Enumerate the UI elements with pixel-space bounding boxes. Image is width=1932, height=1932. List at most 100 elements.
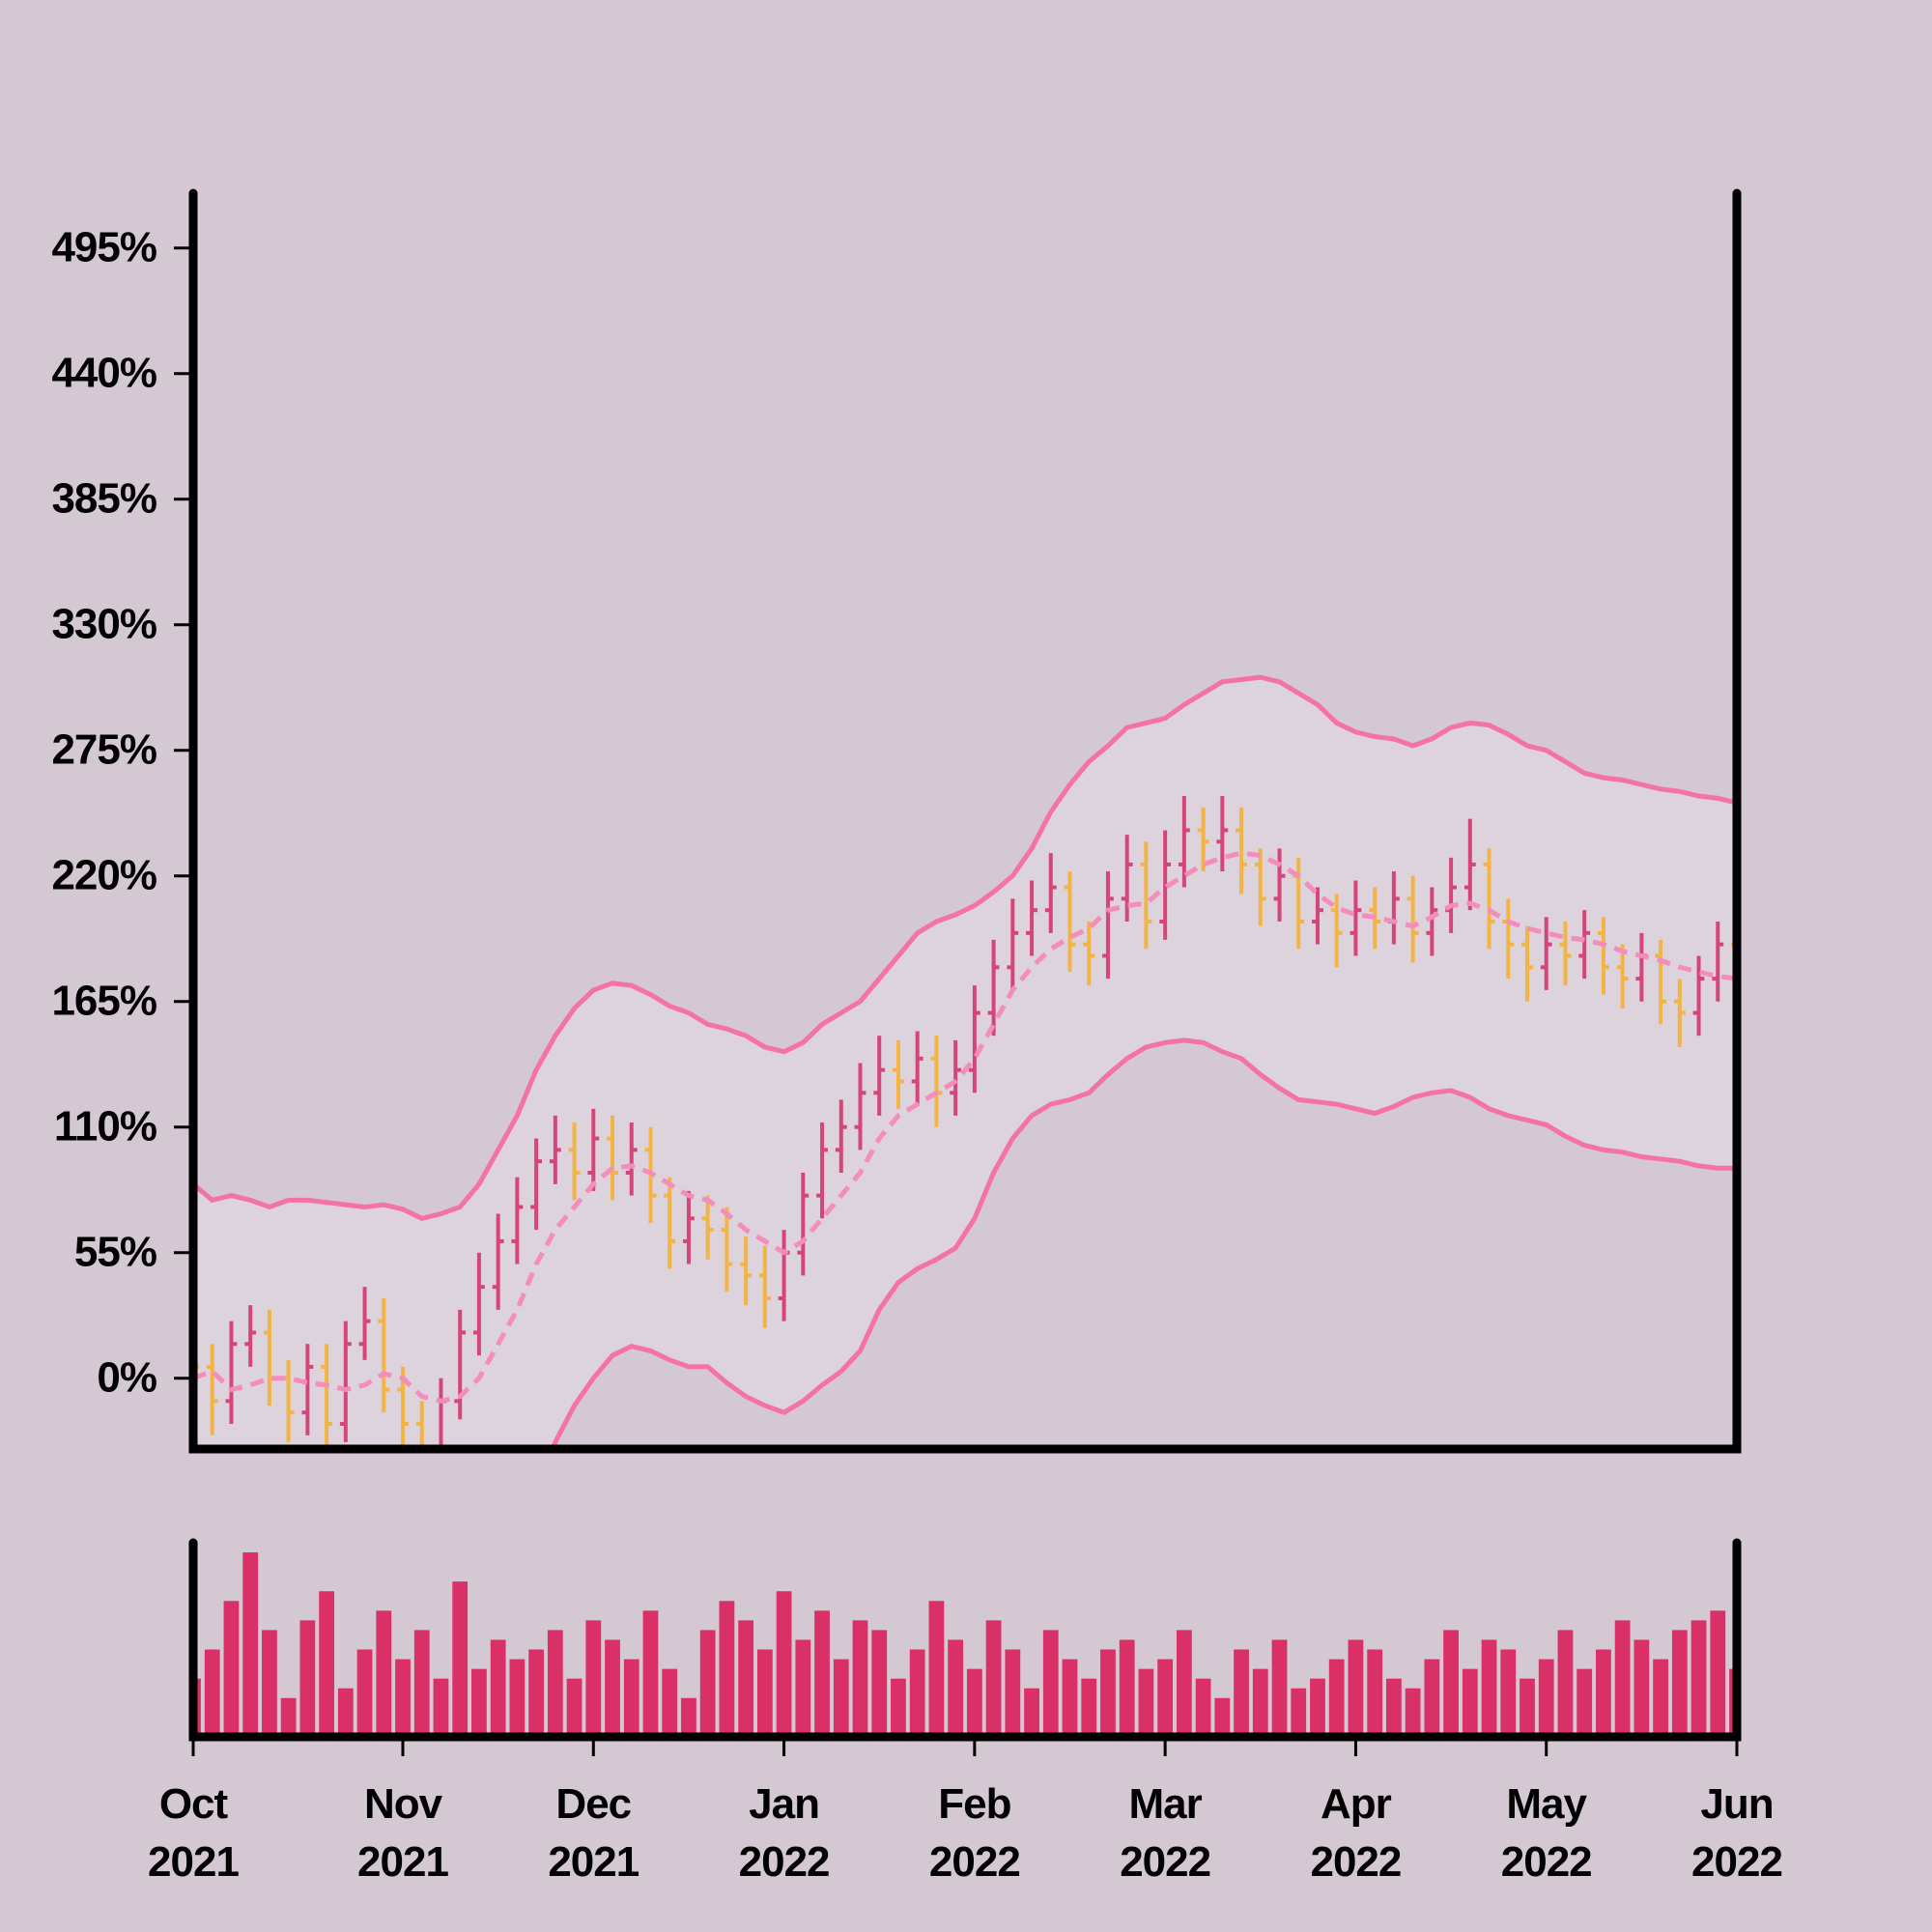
x-tick-label: Nov 2021 <box>357 1780 449 1886</box>
volume-bar <box>509 1659 526 1737</box>
volume-bar <box>1424 1659 1440 1737</box>
volume-bar <box>1234 1649 1249 1737</box>
volume-bar <box>204 1649 220 1737</box>
volume-bar <box>1385 1678 1402 1737</box>
volume-bar <box>1062 1659 1078 1737</box>
volume-bar <box>1348 1639 1364 1737</box>
volume-bar <box>1271 1639 1288 1737</box>
y-tick-label: 55% <box>74 1228 156 1275</box>
y-tick-label: 165% <box>51 977 156 1024</box>
volume-bar <box>1500 1649 1517 1737</box>
volume-bar <box>928 1601 945 1737</box>
volume-bar <box>756 1649 773 1737</box>
volume-bar <box>1634 1639 1650 1737</box>
volume-bar <box>1214 1697 1231 1737</box>
volume-bar <box>1577 1668 1593 1737</box>
x-tick-label: Mar 2022 <box>1120 1780 1211 1886</box>
volume-bar <box>681 1697 696 1737</box>
volume-bar <box>452 1581 469 1737</box>
volume-bar <box>1557 1630 1574 1737</box>
volume-bar <box>490 1639 506 1737</box>
volume-bar <box>1596 1649 1611 1737</box>
x-tick-label: Dec 2021 <box>548 1780 639 1886</box>
volume-bar <box>1176 1630 1192 1737</box>
x-tick-label: Feb 2022 <box>928 1780 1021 1886</box>
volume-bar <box>1024 1688 1039 1737</box>
volume-bar <box>719 1601 735 1737</box>
volume-bar <box>833 1659 849 1737</box>
volume-bar <box>1042 1630 1059 1737</box>
volume-bar <box>852 1620 868 1737</box>
y-tick-label: 440% <box>51 349 156 396</box>
volume-bar <box>1520 1678 1535 1737</box>
volume-bar <box>909 1649 925 1737</box>
volume-bar <box>1195 1678 1211 1737</box>
volume-bar <box>891 1678 906 1737</box>
volume-bar <box>605 1639 620 1737</box>
plot-area <box>193 674 1737 1449</box>
volume-bar <box>223 1601 240 1737</box>
x-tick-label: Oct 2021 <box>148 1780 240 1886</box>
volume-bar <box>1100 1649 1116 1737</box>
volume-bar <box>1653 1659 1668 1737</box>
volume-bar <box>1690 1620 1707 1737</box>
volume-bar <box>795 1639 811 1737</box>
volume-bar <box>1252 1668 1268 1737</box>
x-tick-label: Jan 2022 <box>738 1780 831 1886</box>
volume-bar <box>280 1697 297 1737</box>
volume-bar <box>699 1630 716 1737</box>
band-fill <box>193 677 1737 1449</box>
volume-bar <box>585 1620 602 1737</box>
volume-bar <box>1462 1668 1478 1737</box>
volume-bar <box>1671 1630 1688 1737</box>
y-tick-label: 385% <box>51 474 156 522</box>
volume-bar <box>262 1630 277 1737</box>
y-tick-label: 330% <box>51 600 156 647</box>
y-tick-label: 275% <box>51 725 156 773</box>
volume-bar <box>623 1659 639 1737</box>
volume-bar <box>197 1678 201 1737</box>
volume-frame <box>188 1538 1742 1742</box>
volume-bar <box>395 1659 411 1737</box>
volume-bar <box>1157 1659 1174 1737</box>
volume-bar <box>814 1610 830 1737</box>
volume-bar <box>966 1668 982 1737</box>
volume-bar <box>528 1649 545 1737</box>
axis-frame <box>188 188 1742 1454</box>
y-tick-label: 220% <box>51 851 156 898</box>
volume-bar <box>547 1630 563 1737</box>
volume-bar <box>871 1630 888 1737</box>
x-tick-label: Jun 2022 <box>1691 1780 1783 1886</box>
lower-band <box>550 1037 1737 1449</box>
volume-bar <box>376 1610 392 1737</box>
upper-band <box>193 674 1737 1221</box>
volume-bar <box>1081 1678 1097 1737</box>
middle-band <box>193 850 1737 1404</box>
volume-bar <box>1405 1688 1421 1737</box>
volume-bar <box>642 1610 659 1737</box>
axes: 0% 55% 110% 165% 220% 275% 330% 385% 440% 495% <box>51 188 1742 1756</box>
volume-bar <box>1614 1620 1631 1737</box>
x-tick-label: May 2022 <box>1500 1780 1593 1886</box>
volume-bar <box>413 1630 430 1737</box>
volume-bar <box>299 1620 316 1737</box>
volume-bar <box>337 1688 354 1737</box>
volume-bar <box>776 1591 792 1737</box>
volume-bar <box>433 1678 449 1737</box>
volume-bar <box>1310 1678 1325 1737</box>
volume-area <box>197 1552 1733 1737</box>
volume-bar <box>738 1620 754 1737</box>
volume-bar <box>985 1620 1002 1737</box>
volume-bar <box>319 1591 334 1737</box>
y-tick-label: 0% <box>97 1353 156 1401</box>
volume-bar <box>1538 1659 1554 1737</box>
volume-bar <box>1291 1688 1307 1737</box>
x-tick-label: Apr 2022 <box>1310 1780 1402 1886</box>
y-tick-label: 110% <box>54 1102 156 1150</box>
volume-bar <box>356 1649 373 1737</box>
volume-bar <box>242 1552 259 1737</box>
volume-bar <box>1481 1639 1497 1737</box>
volume-bar <box>948 1639 964 1737</box>
